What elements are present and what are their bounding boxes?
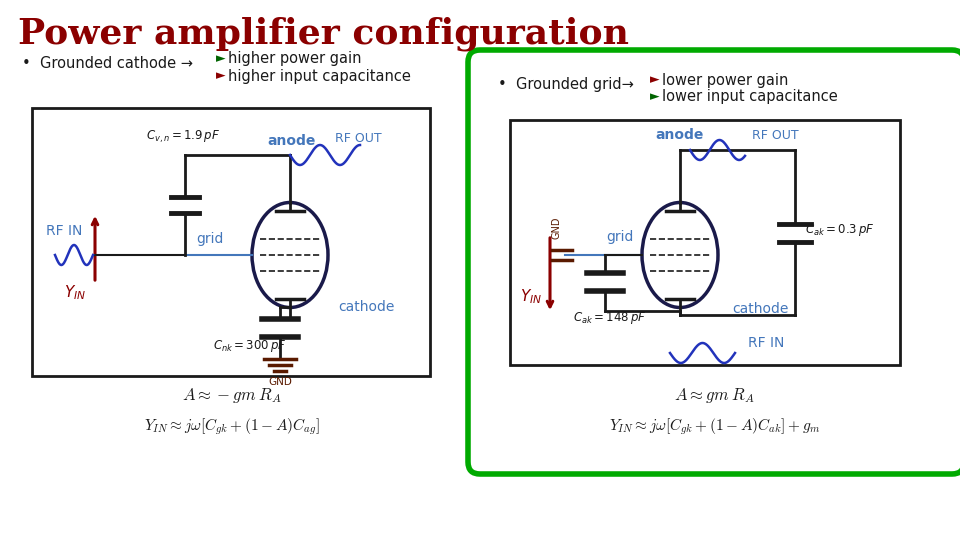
Text: RF OUT: RF OUT (752, 129, 799, 142)
Text: anode: anode (656, 128, 705, 142)
Text: ►: ► (650, 91, 660, 104)
Text: $C_{ak} = 148\,pF$: $C_{ak} = 148\,pF$ (573, 310, 647, 326)
Text: $A \approx -gm\; R_A$: $A \approx -gm\; R_A$ (182, 386, 282, 405)
Text: GND: GND (552, 217, 562, 239)
FancyBboxPatch shape (510, 120, 900, 365)
Text: $C_{ak} = 0.3\,pF$: $C_{ak} = 0.3\,pF$ (805, 221, 875, 238)
Text: GND: GND (268, 377, 292, 387)
Text: anode: anode (268, 134, 316, 148)
Ellipse shape (252, 202, 328, 307)
Text: higher power gain: higher power gain (228, 51, 362, 66)
Text: lower input capacitance: lower input capacitance (662, 90, 838, 105)
Text: $A \approx gm\; R_A$: $A \approx gm\; R_A$ (675, 386, 756, 405)
Text: $Y_{IN} \approx j\omega\left[C_{gk} + (1-A)C_{ak}\right] + g_m$: $Y_{IN} \approx j\omega\left[C_{gk} + (1… (610, 416, 821, 437)
Text: •  Grounded grid→: • Grounded grid→ (498, 78, 634, 92)
Text: Power amplifier configuration: Power amplifier configuration (18, 17, 629, 51)
Text: RF IN: RF IN (748, 336, 784, 350)
Text: cathode: cathode (338, 300, 395, 314)
FancyBboxPatch shape (32, 108, 430, 376)
Text: cathode: cathode (732, 302, 788, 316)
Text: grid: grid (607, 230, 634, 244)
Text: ►: ► (216, 70, 226, 83)
Ellipse shape (642, 202, 718, 307)
Text: $C_{v,n} = 1.9\,pF$: $C_{v,n} = 1.9\,pF$ (146, 129, 220, 145)
Text: $C_{nk} = 300\,pF$: $C_{nk} = 300\,pF$ (213, 338, 287, 354)
FancyBboxPatch shape (468, 50, 960, 474)
Text: $Y_{IN} \approx j\omega\left[C_{gk} + (1-A)C_{ag}\right]$: $Y_{IN} \approx j\omega\left[C_{gk} + (1… (144, 416, 320, 437)
Text: $Y_{IN}$: $Y_{IN}$ (520, 287, 542, 306)
Text: grid: grid (196, 232, 224, 246)
Text: RF IN: RF IN (46, 224, 83, 238)
Text: lower power gain: lower power gain (662, 72, 788, 87)
Text: •  Grounded cathode →: • Grounded cathode → (22, 57, 193, 71)
Text: ►: ► (216, 52, 226, 65)
Text: higher input capacitance: higher input capacitance (228, 69, 411, 84)
Text: ►: ► (650, 73, 660, 86)
Text: $Y_{IN}$: $Y_{IN}$ (64, 283, 86, 302)
Text: RF OUT: RF OUT (335, 132, 382, 145)
